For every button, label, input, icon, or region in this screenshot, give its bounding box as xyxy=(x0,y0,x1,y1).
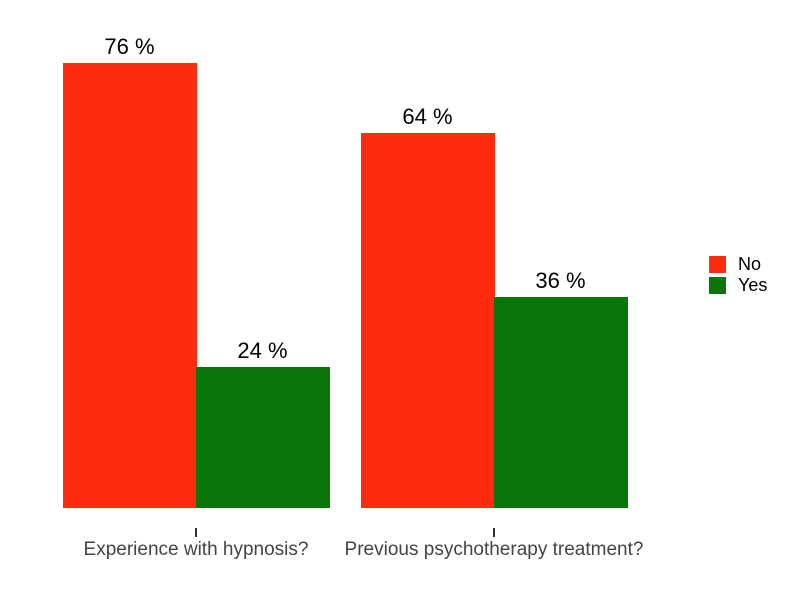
x-axis-tick xyxy=(493,528,495,537)
bar-value-label: 64 % xyxy=(402,104,453,129)
bar-value-label: 36 % xyxy=(535,268,586,293)
bar-yes-category-2 xyxy=(494,297,628,508)
legend-label: No xyxy=(738,254,762,274)
legend-item-no: No xyxy=(709,254,767,274)
bar-no-category-1 xyxy=(63,63,197,508)
bar-yes-category-1 xyxy=(196,367,330,508)
legend-item-yes: Yes xyxy=(709,275,767,295)
bar-value-label: 24 % xyxy=(237,338,288,363)
bar-value-label: 76 % xyxy=(104,34,155,59)
legend-swatch-yes xyxy=(709,276,726,294)
x-axis-tick xyxy=(195,528,197,537)
bar-no-category-2 xyxy=(361,133,495,508)
x-axis-category-label: Experience with hypnosis? xyxy=(83,539,309,560)
x-axis-category-label: Previous psychotherapy treatment? xyxy=(344,539,644,560)
legend-label: Yes xyxy=(738,275,768,295)
legend-swatch-no xyxy=(709,255,726,273)
chart-legend: No Yes xyxy=(709,254,767,296)
